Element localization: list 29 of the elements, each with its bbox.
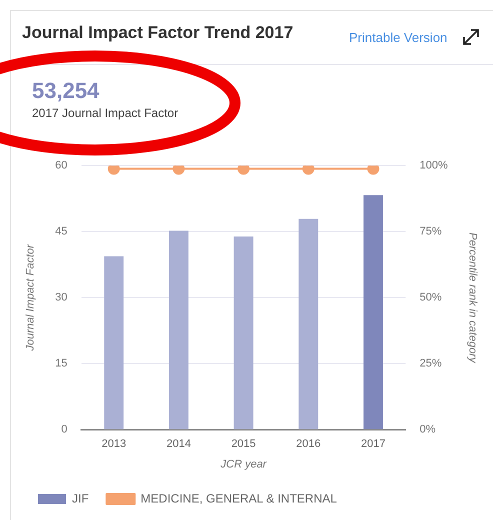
y-tick-label: 60 <box>55 160 68 172</box>
legend-label: MEDICINE, GENERAL & INTERNAL <box>140 491 338 506</box>
y2-tick-label: 25% <box>420 358 442 370</box>
y2-tick-label: 75% <box>420 226 442 238</box>
x-axis-title: JCR year <box>220 458 268 470</box>
chart-title: Journal Impact Factor Trend 2017 <box>22 23 294 43</box>
text: 2017 Journal Impact Factor <box>32 106 178 120</box>
y-tick-label: 30 <box>55 292 68 304</box>
y-axis-title: Journal Impact Factor <box>24 243 37 352</box>
x-tick-label: 2015 <box>231 438 256 450</box>
y-tick-label: 45 <box>55 226 68 238</box>
text: Printable Version <box>349 30 448 45</box>
bar <box>298 218 318 430</box>
y2-axis-title: Percentile rank in category <box>466 232 478 364</box>
y2-tick-label: 0% <box>420 424 436 436</box>
x-tick-label: 2017 <box>361 438 386 450</box>
x-tick-label: 2016 <box>296 438 321 450</box>
x-tick-label: 2014 <box>166 438 191 450</box>
bar <box>234 236 254 430</box>
bar <box>168 230 188 430</box>
x-tick-label: 2013 <box>102 438 126 450</box>
bar <box>104 256 124 430</box>
y-tick-label: 0 <box>61 424 68 436</box>
y2-tick-label: 100% <box>420 160 448 172</box>
y-tick-label: 15 <box>55 358 68 370</box>
legend-label: JIF <box>72 491 89 506</box>
text: 53,254 <box>32 78 100 104</box>
bar <box>364 195 383 430</box>
y2-tick-label: 50% <box>420 292 442 304</box>
